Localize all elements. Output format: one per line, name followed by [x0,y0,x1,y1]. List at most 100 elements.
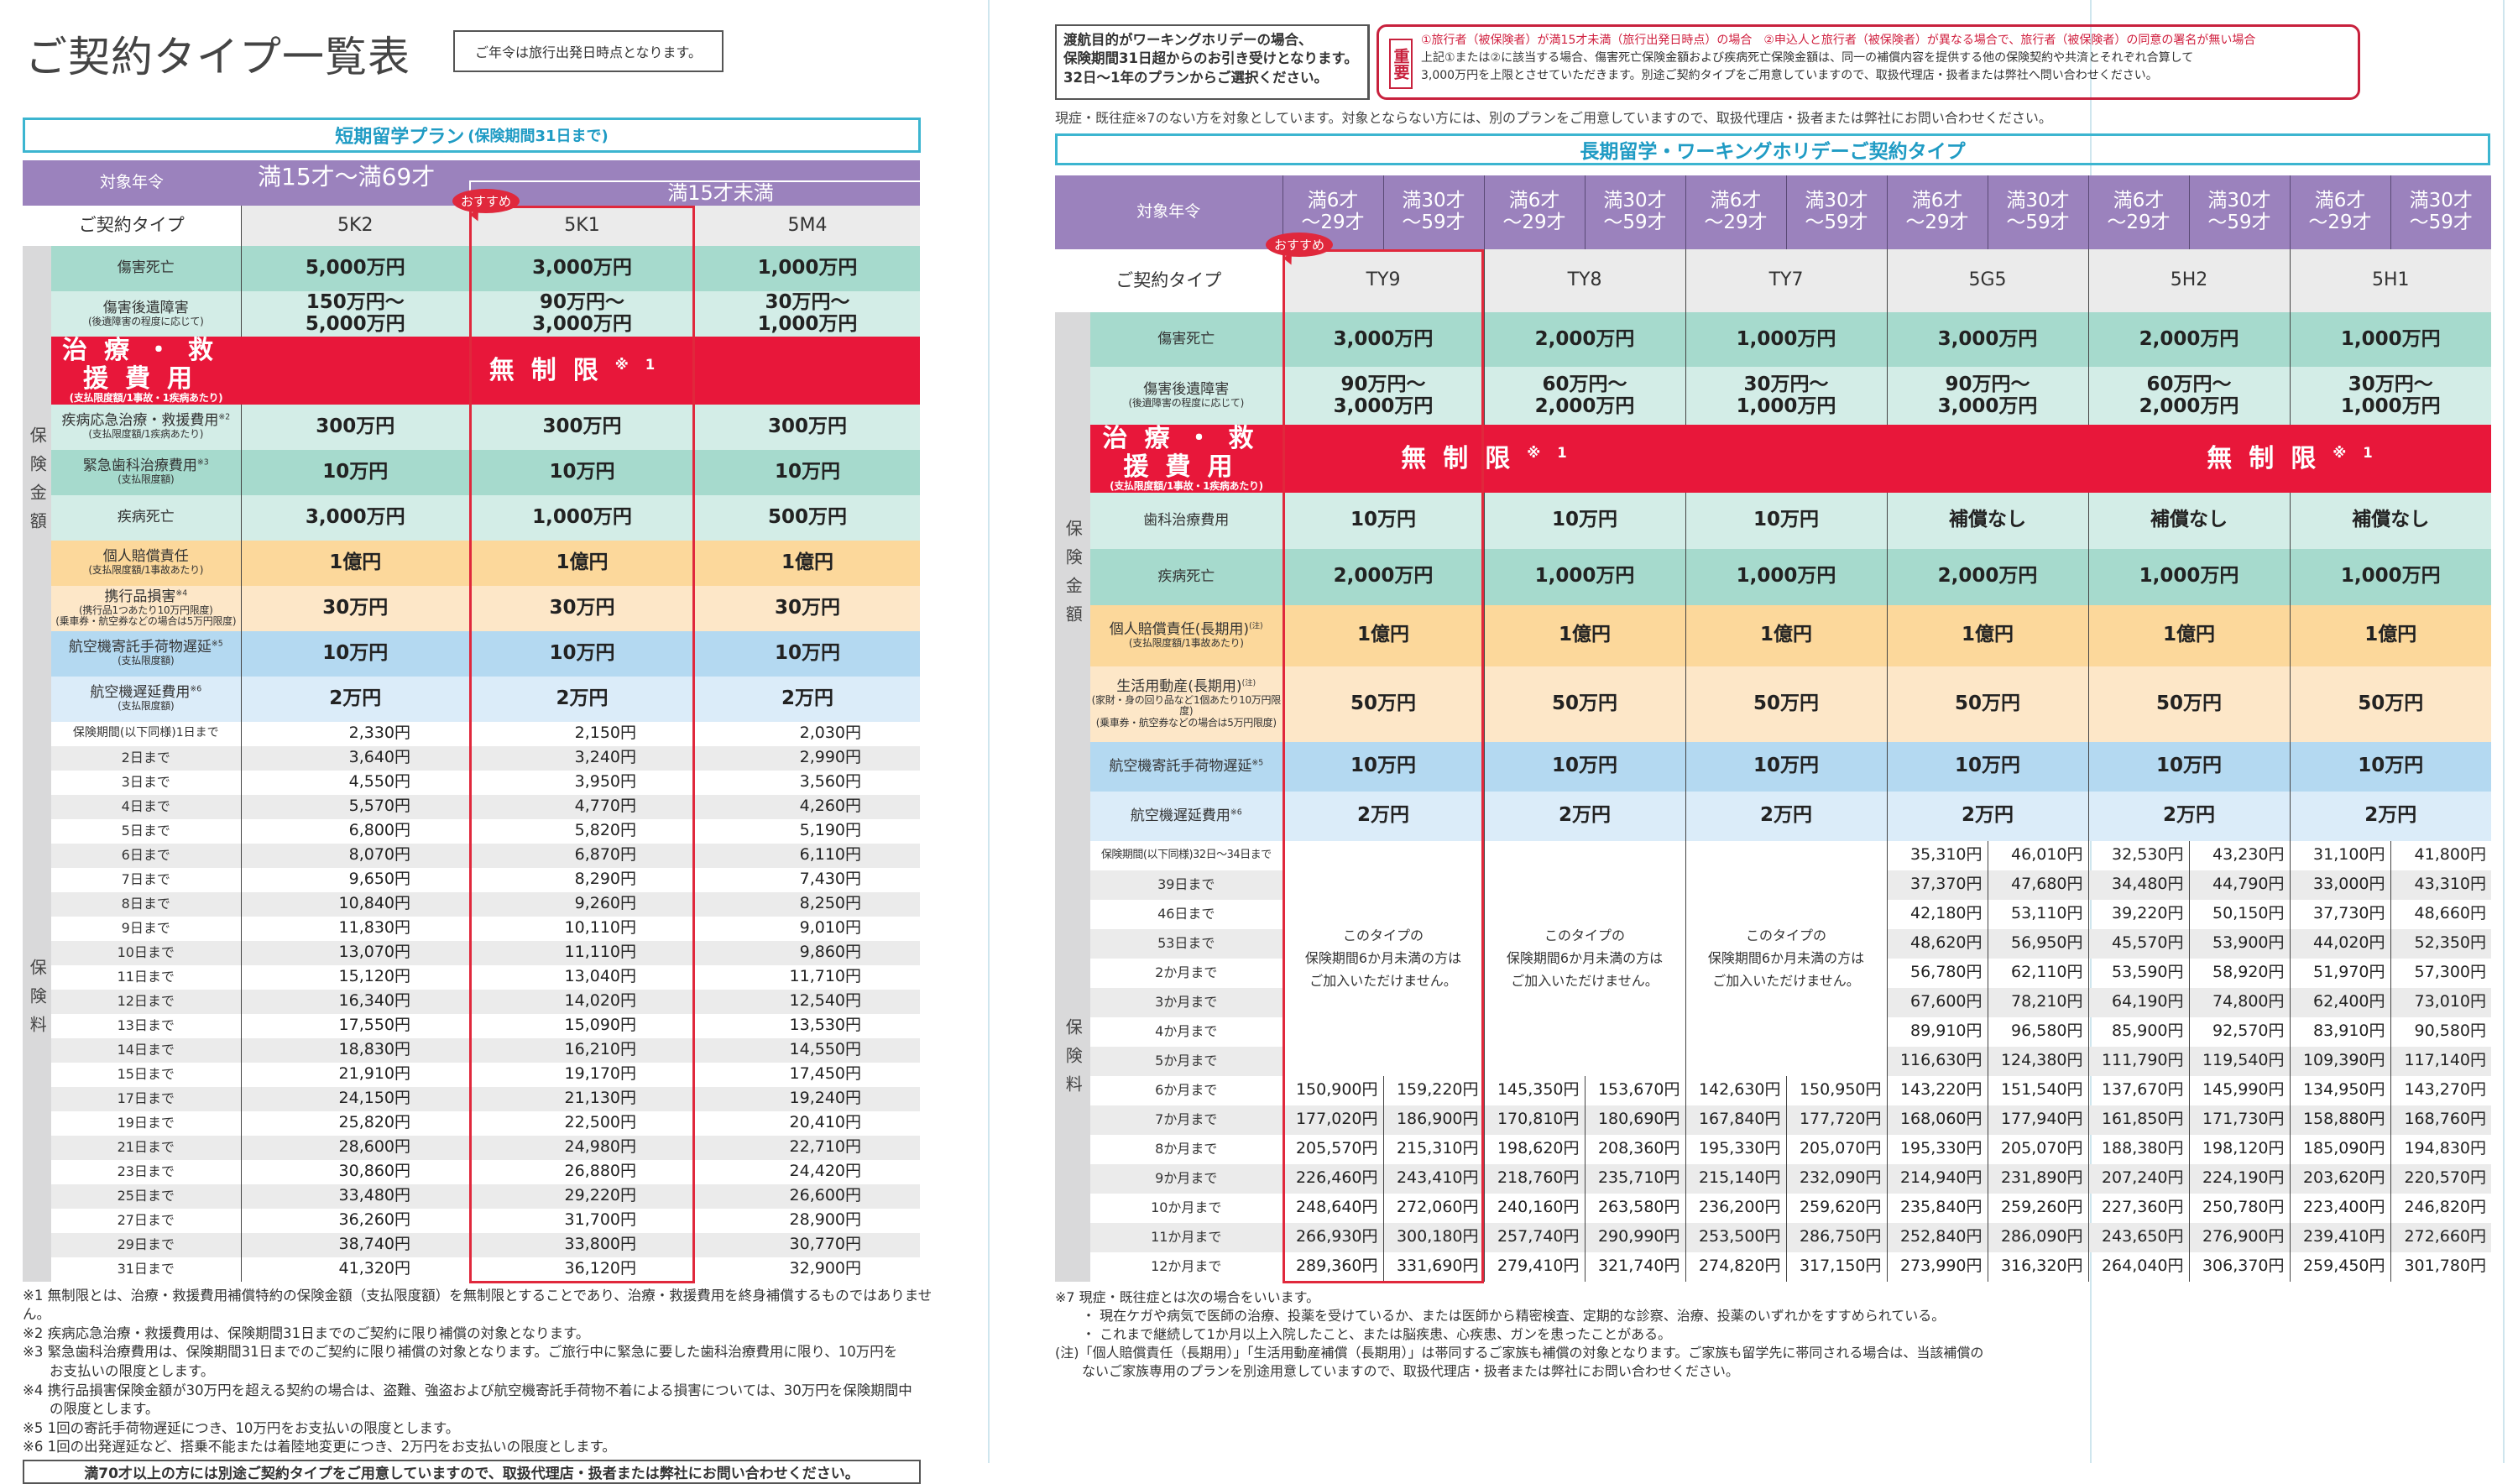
premium-value: 252,840円 [1886,1222,1988,1252]
premium-value: 10,840円 [240,891,470,917]
unlimited-cell: 無制限※1 [1887,425,2492,493]
premium-value: 180,690円 [1584,1105,1686,1135]
premium-value: 67,600円 [1886,987,1988,1017]
premium-value: 43,230円 [2188,840,2291,870]
premium-value: 119,540円 [2188,1046,2291,1076]
important-box: 重要 ①旅行者（被保険者）が満15才未満（旅行出発日時点）の場合 ②申込人と旅行… [1377,24,2360,100]
coverage-value: 1,000万円 [695,246,921,291]
coverage-value: 1億円 [240,540,470,586]
coverage-value: 2万円 [695,676,921,722]
footnote: (注)「個人賠償責任（長期用）」「生活用動産補償（長期用）」は帯同するご家族も補… [1055,1344,1984,1361]
coverage-value: 60万円～ 2,000万円 [2087,367,2291,425]
left-footnotes: ※1 無制限とは、治療・救援費用補償特約の保険金額（支払限度額）を無制限とするこ… [23,1287,938,1457]
age-range: 満30才 ～59才 [1382,175,1485,249]
age-range: 満30才 ～59才 [2390,175,2492,249]
premium-period: 19日まで [117,1115,175,1131]
premium-value: 85,900円 [2087,1016,2190,1047]
recommend-badge: おすすめ [452,189,520,213]
premium-row: 21日まで 28,600円 24,980円 22,710円 [23,1135,921,1160]
premium-value: 34,480円 [2087,870,2190,900]
premium-value: 316,320円 [1987,1251,2089,1282]
coverage-name: 歯科治療費用 [1143,511,1230,529]
age-70-notice: 満70才以上の方には別途ご契約タイプをご用意していますので、取扱代理店・扱者また… [23,1459,921,1484]
coverage-value: 10万円 [1483,492,1686,549]
premium-value: 317,150円 [1785,1251,1888,1282]
coverage-value: 2,000万円 [1886,548,2089,605]
coverage-value: 補償なし [2087,492,2291,549]
premium-period: 13日まで [117,1017,175,1034]
coverage-row: 保険金額 傷害死亡 5,000万円 3,000万円 1,000万円 [23,246,921,722]
age-adult: 満15才～満69才 [258,163,436,191]
coverage-condition: (支払限度額/1疾病あたり) [88,428,204,441]
premium-value: 22,710円 [695,1135,921,1160]
age-note-box: ご年令は旅行出発日時点となります。 [453,30,724,72]
premium-value: 22,500円 [564,1113,637,1132]
premium-value: 20,410円 [789,1113,862,1132]
contract-type-5K1: 5K1 [469,206,696,246]
coverage-name: 航空機寄託手荷物遅延 [1109,757,1252,775]
coverage-value: 2万円 [1282,791,1485,841]
premium-value: 46,010円 [1987,840,2089,870]
premium-value: 286,750円 [1785,1222,1888,1252]
coverage-value: 30万円～ 1,000万円 [2289,367,2492,425]
working-holiday-note: 渡航目的がワーキングホリデーの場合、 保険期間31日超からのお引き受けとなります… [1055,24,1370,100]
coverage-row: 歯科治療費用 10万円 10万円 10万円 補償なし 補償なし 補償なし [1055,492,2492,549]
coverage-condition: (支払限度額) [118,473,175,486]
footnote-ref: ※3 [196,457,209,468]
coverage-value: 50万円 [1685,666,1888,742]
coverage-row: 緊急歯科治療費用※3 (支払限度額) 10万円 10万円 10万円 [23,449,921,495]
premium-value: 53,900円 [2188,928,2291,959]
contract-type-label: ご契約タイプ [23,206,242,246]
premium-value: 38,740円 [240,1232,470,1257]
premium-row: 12か月まで 289,360円 331,690円 279,410円 321,740円 27… [1055,1251,2492,1282]
coverage-value: 10万円 [240,449,470,495]
premium-value: 158,880円 [2289,1105,2391,1135]
coverage-row: 航空機寄託手荷物遅延※5 (支払限度額) 10万円 10万円 10万円 [23,630,921,677]
coverage-name: 治療・救援費用 [1102,424,1271,482]
coverage-value: 1億円 [1685,604,1888,666]
contract-type-5M4: 5M4 [695,206,921,246]
premium-row: 10日まで 13,070円 11,110円 9,860円 [23,940,921,965]
premium-value: 274,820円 [1685,1251,1787,1282]
premium-value: 17,550円 [240,1013,470,1038]
premium-period: 2日まで [51,745,242,771]
footnote: ※1 無制限とは、治療・救援費用補償特約の保険金額（支払限度額）を無制限とするこ… [23,1287,932,1323]
coverage-value: 30万円 [469,585,696,631]
premium-row: 2か月まで 56,780円 62,110円 53,590円 58,920円 51,970円… [1055,958,2492,988]
coverage-value: 1億円 [695,540,921,586]
premium-value: 257,740円 [1483,1222,1586,1252]
premium-value: 42,180円 [1886,899,1988,929]
premium-value: 14,550円 [695,1037,921,1063]
coverage-name: 個人賠償責任(長期用) [1109,620,1250,638]
coverage-value: 2万円 [469,676,696,722]
premium-value: 253,500円 [1685,1222,1787,1252]
coverage-value: 2,000万円 [2087,312,2291,367]
coverage-value: 3,000万円 [1282,312,1485,367]
coverage-value: 補償なし [2289,492,2492,549]
coverage-value: 1億円 [2087,604,2291,666]
footnote: ※4 携行品損害保険金額が30万円を超える契約の場合は、盗難、強盗および航空機寄… [23,1382,912,1398]
premium-row: 10か月まで 248,640円 272,060円 240,160円 263,580円 23… [1055,1193,2492,1223]
premium-value: 2,150円 [574,724,637,743]
left-page-content: 短期留学プラン (保険期間31日まで) 対象年令 満15才～満69才 満15才未満 ご契… [23,118,938,1484]
unlimited-text: 無制限 [488,355,615,385]
premium-row: 9か月まで 226,460円 243,410円 218,760円 235,710円 215… [1055,1163,2492,1194]
coverage-label: 緊急歯科治療費用※3 (支払限度額) [51,449,242,495]
premium-value: 17,450円 [789,1064,862,1084]
premium-value: 32,900円 [789,1259,862,1278]
age-header-label: 対象年令 [23,160,242,206]
coverage-value: 500万円 [695,494,921,541]
age-range: 満30才 ～59才 [1987,175,2089,249]
coverage-value: 2,000万円 [1483,312,1686,367]
coverage-value: 10万円 [1685,492,1888,549]
footnote-continued: お支払いの限度とします。 [50,1363,215,1379]
premium-value: 32,530円 [2087,840,2190,870]
section-subtitle: (保険期間31日まで) [468,128,609,145]
premium-value: 177,940円 [1987,1105,2089,1135]
long-term-table: 対象年令 満6才 ～29才 満30才 ～59才 満6才 ～29才 満30才 ～59才 満6… [1055,175,2492,1282]
premium-value: 6,870円 [469,843,696,868]
coverage-value: 1億円 [1483,604,1686,666]
premium-period: 3か月まで [1090,987,1283,1017]
premium-value: 205,070円 [1987,1134,2089,1164]
section-title: 短期留学プラン [335,127,465,148]
